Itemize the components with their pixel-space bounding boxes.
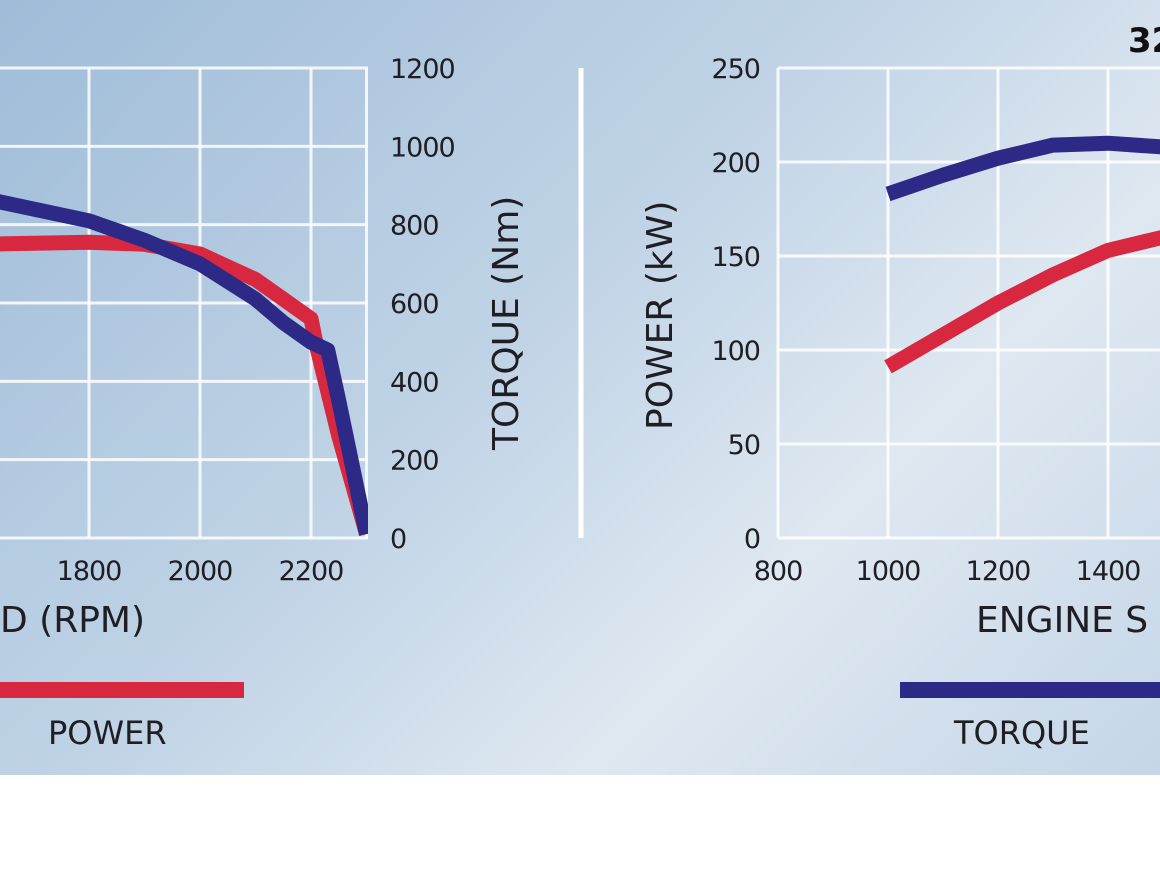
x-tick-label: 800 — [754, 556, 803, 587]
y-tick-label: 1200 — [390, 54, 455, 85]
legend-power: POWER — [0, 682, 244, 752]
y-tick-label: 200 — [390, 446, 439, 477]
right-y-tick-labels: 0 50 100 150 200 250 — [711, 54, 761, 555]
y-tick-label: 400 — [390, 367, 439, 398]
left-y-axis-title: TORQUE (Nm) — [486, 196, 527, 451]
legend-torque-label: TORQUE — [953, 714, 1090, 752]
right-x-axis-title: ENGINE S — [976, 600, 1148, 641]
legend-torque-swatch — [900, 682, 1160, 698]
left-y-tick-labels: 0 200 400 600 800 1000 1200 — [390, 54, 456, 555]
power-series-line — [884, 230, 1160, 374]
power-series-line — [0, 234, 368, 537]
y-tick-label: 800 — [390, 211, 439, 242]
y-tick-label: 100 — [711, 336, 760, 367]
y-tick-label: 250 — [711, 54, 760, 85]
y-tick-label: 1000 — [390, 132, 455, 163]
y-tick-label: 0 — [390, 524, 406, 555]
y-tick-label: 0 — [744, 524, 760, 555]
x-tick-label: 1800 — [57, 556, 122, 587]
right-chart: 0 50 100 150 200 250 800 1000 1200 1400 POWER (k… — [640, 54, 1160, 641]
x-tick-label: 1400 — [1076, 556, 1141, 587]
left-grid — [0, 66, 368, 540]
x-tick-label: 1200 — [966, 556, 1031, 587]
corner-label: 32 — [1128, 21, 1160, 61]
right-x-tick-labels: 800 1000 1200 1400 — [754, 556, 1142, 587]
left-x-axis-title: D (RPM) — [0, 600, 145, 641]
torque-series-line — [885, 135, 1160, 202]
legend-torque: TORQUE — [900, 682, 1160, 752]
y-tick-label: 50 — [728, 430, 760, 461]
y-tick-label: 600 — [390, 289, 439, 320]
x-tick-label: 2000 — [168, 556, 233, 587]
y-tick-label: 200 — [711, 148, 760, 179]
y-tick-label: 150 — [711, 242, 760, 273]
legend-power-swatch — [0, 682, 244, 698]
x-tick-label: 1000 — [856, 556, 921, 587]
right-series — [884, 135, 1160, 374]
x-tick-label: 2200 — [279, 556, 344, 587]
right-y-axis-title: POWER (kW) — [640, 201, 681, 430]
torque-series-line — [0, 194, 368, 536]
legend-power-label: POWER — [48, 714, 167, 752]
left-series — [0, 194, 368, 537]
